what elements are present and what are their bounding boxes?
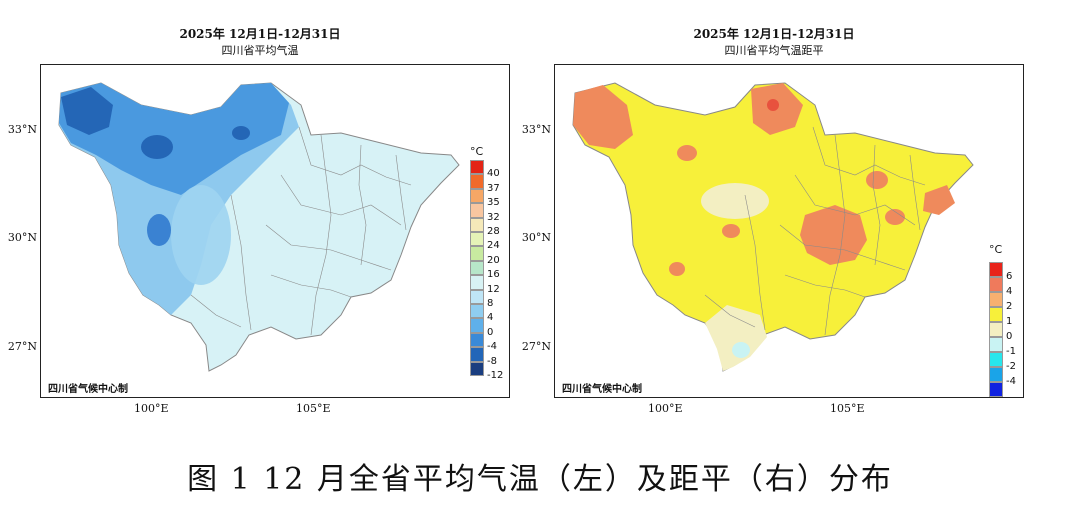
county-boundaries <box>190 126 412 336</box>
cold-spot <box>232 126 250 140</box>
mid-zone <box>171 185 231 285</box>
legend-unit: °C <box>989 243 1003 256</box>
legend-swatch <box>470 174 484 189</box>
legend-swatch <box>470 160 484 175</box>
legend-swatch <box>470 289 484 304</box>
map-frame <box>554 64 1024 398</box>
lon-label: 100°E <box>134 402 169 415</box>
legend-label: 1 <box>1006 316 1013 327</box>
legend-swatch <box>470 217 484 232</box>
lon-label: 105°E <box>296 402 331 415</box>
legend-label: -8 <box>487 355 497 367</box>
legend-label: 28 <box>487 226 500 237</box>
legend-swatch <box>470 275 484 290</box>
warm-spot <box>669 262 685 276</box>
legend-label: 37 <box>487 182 500 194</box>
legend-label: 0 <box>487 326 494 338</box>
lon-label: 100°E <box>648 402 683 415</box>
legend-swatch <box>989 367 1003 382</box>
legend-label: -12 <box>487 370 504 381</box>
county-boundaries <box>704 126 926 336</box>
coldest-zone <box>61 87 113 135</box>
legend-swatch <box>470 260 484 276</box>
temperature-map-panel: 2025年 12月1日-12月31日 四川省平均气温 <box>0 0 520 420</box>
legend-label: 2 <box>1006 301 1013 312</box>
legend-swatch <box>989 262 1003 277</box>
legend-swatch <box>470 232 484 247</box>
anomaly-map <box>572 82 974 372</box>
map-title: 2025年 12月1日-12月31日 <box>693 27 855 41</box>
legend-swatch <box>470 361 484 376</box>
legend-swatch <box>989 277 1003 292</box>
legend-label: 35 <box>487 197 500 209</box>
province-base <box>572 82 974 372</box>
warm-spot <box>722 224 740 238</box>
credit-label: 四川省气候中心制 <box>562 384 642 395</box>
anomaly-map-panel: 2025年 12月1日-12月31日 四川省平均气温距平 <box>514 0 1034 420</box>
legend-swatch <box>470 347 484 362</box>
legend-swatch <box>989 292 1003 307</box>
legend-label: 20 <box>487 254 500 266</box>
legend-label: 8 <box>487 298 494 309</box>
south-normal-zone <box>705 305 767 371</box>
cool-spot <box>732 342 750 358</box>
east-warm-zone <box>923 185 955 215</box>
legend-label: 4 <box>487 312 494 324</box>
legend-label: -4 <box>487 341 497 353</box>
lat-label: 33°N <box>521 123 551 136</box>
northwest-cold-zone <box>59 83 289 195</box>
lat-label: 27°N <box>7 340 37 353</box>
map-frame <box>40 64 510 398</box>
cold-spot <box>141 135 173 159</box>
map-subtitle: 四川省平均气温距平 <box>724 44 824 57</box>
legend-label: 40 <box>487 168 500 180</box>
basin-warm-zone <box>800 205 867 265</box>
legend-swatch <box>989 322 1003 337</box>
legend-label: -4 <box>1006 376 1016 387</box>
normal-zone <box>701 183 769 219</box>
credit-label: 四川省气候中心制 <box>48 384 128 395</box>
legend-label: 32 <box>487 211 500 223</box>
legend-label: 4 <box>1006 286 1013 297</box>
legend-label: -1 <box>1006 346 1016 357</box>
warm-spot <box>885 209 905 225</box>
figure-caption: 图 1 12 月全省平均气温（左）及距平（右）分布 <box>187 462 893 497</box>
warm-spot <box>677 145 697 161</box>
legend-swatch <box>989 352 1003 367</box>
legend-swatch <box>470 318 484 333</box>
map-title: 2025年 12月1日-12月31日 <box>179 27 341 41</box>
warm-spot <box>767 99 779 111</box>
lat-label: 33°N <box>7 123 37 136</box>
temperature-map <box>58 82 460 372</box>
legend-swatch <box>470 332 484 348</box>
legend-label: 24 <box>487 240 500 252</box>
lat-label: 27°N <box>521 340 551 353</box>
legend-unit: °C <box>470 145 484 158</box>
legend-label: 16 <box>487 269 500 281</box>
legend-label: 0 <box>1006 331 1013 342</box>
map-subtitle: 四川省平均气温 <box>221 44 299 57</box>
legend-swatch <box>470 246 484 261</box>
legend-label: -2 <box>1006 361 1016 372</box>
lat-label: 30°N <box>7 231 37 244</box>
legend-swatch <box>989 307 1003 322</box>
warm-spot <box>866 171 888 189</box>
lon-label: 105°E <box>830 402 865 415</box>
legend-swatch <box>470 304 484 319</box>
legend-swatch <box>989 337 1003 352</box>
cold-spot <box>147 214 171 246</box>
legend-swatch <box>470 203 484 218</box>
legend-label: 12 <box>487 283 500 295</box>
legend-swatch <box>989 382 1003 397</box>
northwest-warm-zone <box>573 85 633 149</box>
lat-label: 30°N <box>521 231 551 244</box>
legend-label: 6 <box>1006 271 1013 282</box>
legend-swatch <box>470 188 484 204</box>
